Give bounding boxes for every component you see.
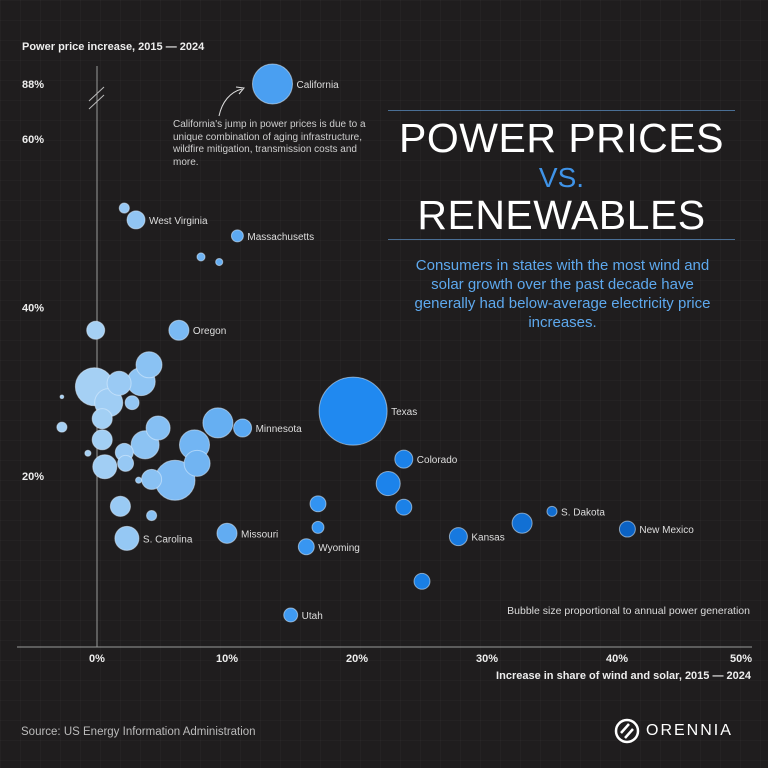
y-tick-label: 88% (22, 79, 44, 91)
axis-break-mark (88, 94, 105, 110)
x-tick-label: 40% (606, 653, 628, 665)
bubble-california (252, 63, 293, 105)
bubble-oregon (168, 319, 190, 341)
bubble-label: Utah (302, 611, 323, 622)
bubble-state (202, 407, 234, 439)
bubble-state (59, 394, 65, 400)
bubble-massachusetts (230, 229, 244, 243)
bubble-state (311, 520, 325, 534)
tick-labels: 20% 40% 60% 88% 0% 10% 20% 30% 40% 50% (22, 79, 752, 665)
bubble-size-note: Bubble size proportional to annual power… (507, 605, 750, 617)
bubble-west-virginia (126, 210, 146, 230)
x-tick-label: 10% (216, 653, 238, 665)
bubble-state (117, 454, 135, 472)
bubble-label: California (296, 80, 339, 91)
title-divider-bottom (388, 239, 735, 240)
bubble-label: Massachusetts (247, 232, 314, 243)
bubble-state (106, 370, 132, 396)
subtitle: Consumers in states with the most wind a… (414, 257, 711, 331)
x-tick-label: 20% (346, 653, 368, 665)
bubble-minnesota (233, 418, 253, 438)
y-axis-title: Power price increase, 2015 — 2024 (22, 41, 205, 53)
bubble-state (84, 449, 92, 457)
y-tick-label: 20% (22, 471, 44, 483)
bubble-s-dakota (546, 505, 558, 517)
bubble-missouri (216, 522, 238, 544)
bubble-state (141, 468, 163, 490)
bubble-label: Oregon (193, 326, 226, 337)
bubble-state (395, 498, 413, 516)
bubble-state (56, 421, 68, 433)
bubble-label: Texas (391, 407, 417, 418)
logo: ORENNIA (614, 718, 733, 744)
x-tick-label: 50% (730, 653, 752, 665)
bubble-state (91, 429, 113, 451)
bubble-state (118, 202, 130, 214)
bubble-label: S. Dakota (561, 507, 605, 518)
bubble-state (86, 320, 106, 340)
bubble-state (145, 415, 171, 441)
x-tick-label: 0% (89, 653, 105, 665)
x-axis-title: Increase in share of wind and solar, 201… (496, 670, 751, 682)
bubbles (56, 63, 636, 623)
bubble-state (135, 351, 163, 379)
bubble-utah (283, 607, 299, 623)
bubble-labels: Texas California S. Carolina Oregon Missouri… (143, 80, 694, 622)
california-annotation: California's jump in power prices is due… (173, 119, 366, 168)
bubble-state (309, 495, 327, 513)
bubble-state (511, 512, 533, 534)
bubble-wyoming (297, 538, 315, 556)
bubble-state (196, 252, 206, 262)
source: Source: US Energy Information Administra… (21, 726, 256, 738)
bubble-label: West Virginia (149, 216, 208, 227)
x-tick-label: 30% (476, 653, 498, 665)
bubble-state (146, 510, 158, 522)
bubble-state (215, 257, 224, 267)
bubble-state (413, 572, 431, 590)
bubble-s-carolina (114, 525, 140, 551)
bubble-state (91, 408, 113, 430)
bubble-label: Colorado (417, 455, 458, 466)
annotation-arrow (218, 88, 243, 117)
title-line-1: POWER PRICES (399, 115, 724, 161)
title-line-2: RENEWABLES (417, 192, 706, 238)
bubble-state (135, 476, 143, 484)
y-tick-label: 60% (22, 134, 44, 146)
bubble-state (124, 395, 140, 411)
orennia-logo-icon (614, 718, 640, 744)
logo-text: ORENNIA (646, 722, 733, 739)
bubble-new-mexico (618, 520, 636, 538)
title-divider-top (388, 110, 735, 111)
axes (17, 66, 752, 648)
bubble-label: Missouri (241, 529, 278, 540)
bubble-texas (318, 376, 388, 446)
y-tick-label: 40% (22, 303, 44, 315)
bubble-label: Kansas (471, 533, 504, 544)
axis-break-mark (88, 86, 105, 102)
bubble-colorado (394, 449, 414, 469)
bubble-kansas (448, 527, 468, 547)
bubble-label: S. Carolina (143, 534, 193, 545)
bubble-state (183, 449, 211, 477)
title-vs: VS. (538, 162, 585, 193)
bubble-state (109, 495, 131, 517)
arrow-head-icon (235, 86, 245, 95)
bubble-label: Minnesota (256, 424, 303, 435)
bubble-state (92, 454, 118, 480)
bubble-label: Wyoming (318, 543, 360, 554)
bubble-label: New Mexico (639, 525, 694, 536)
bubble-state (375, 471, 401, 497)
